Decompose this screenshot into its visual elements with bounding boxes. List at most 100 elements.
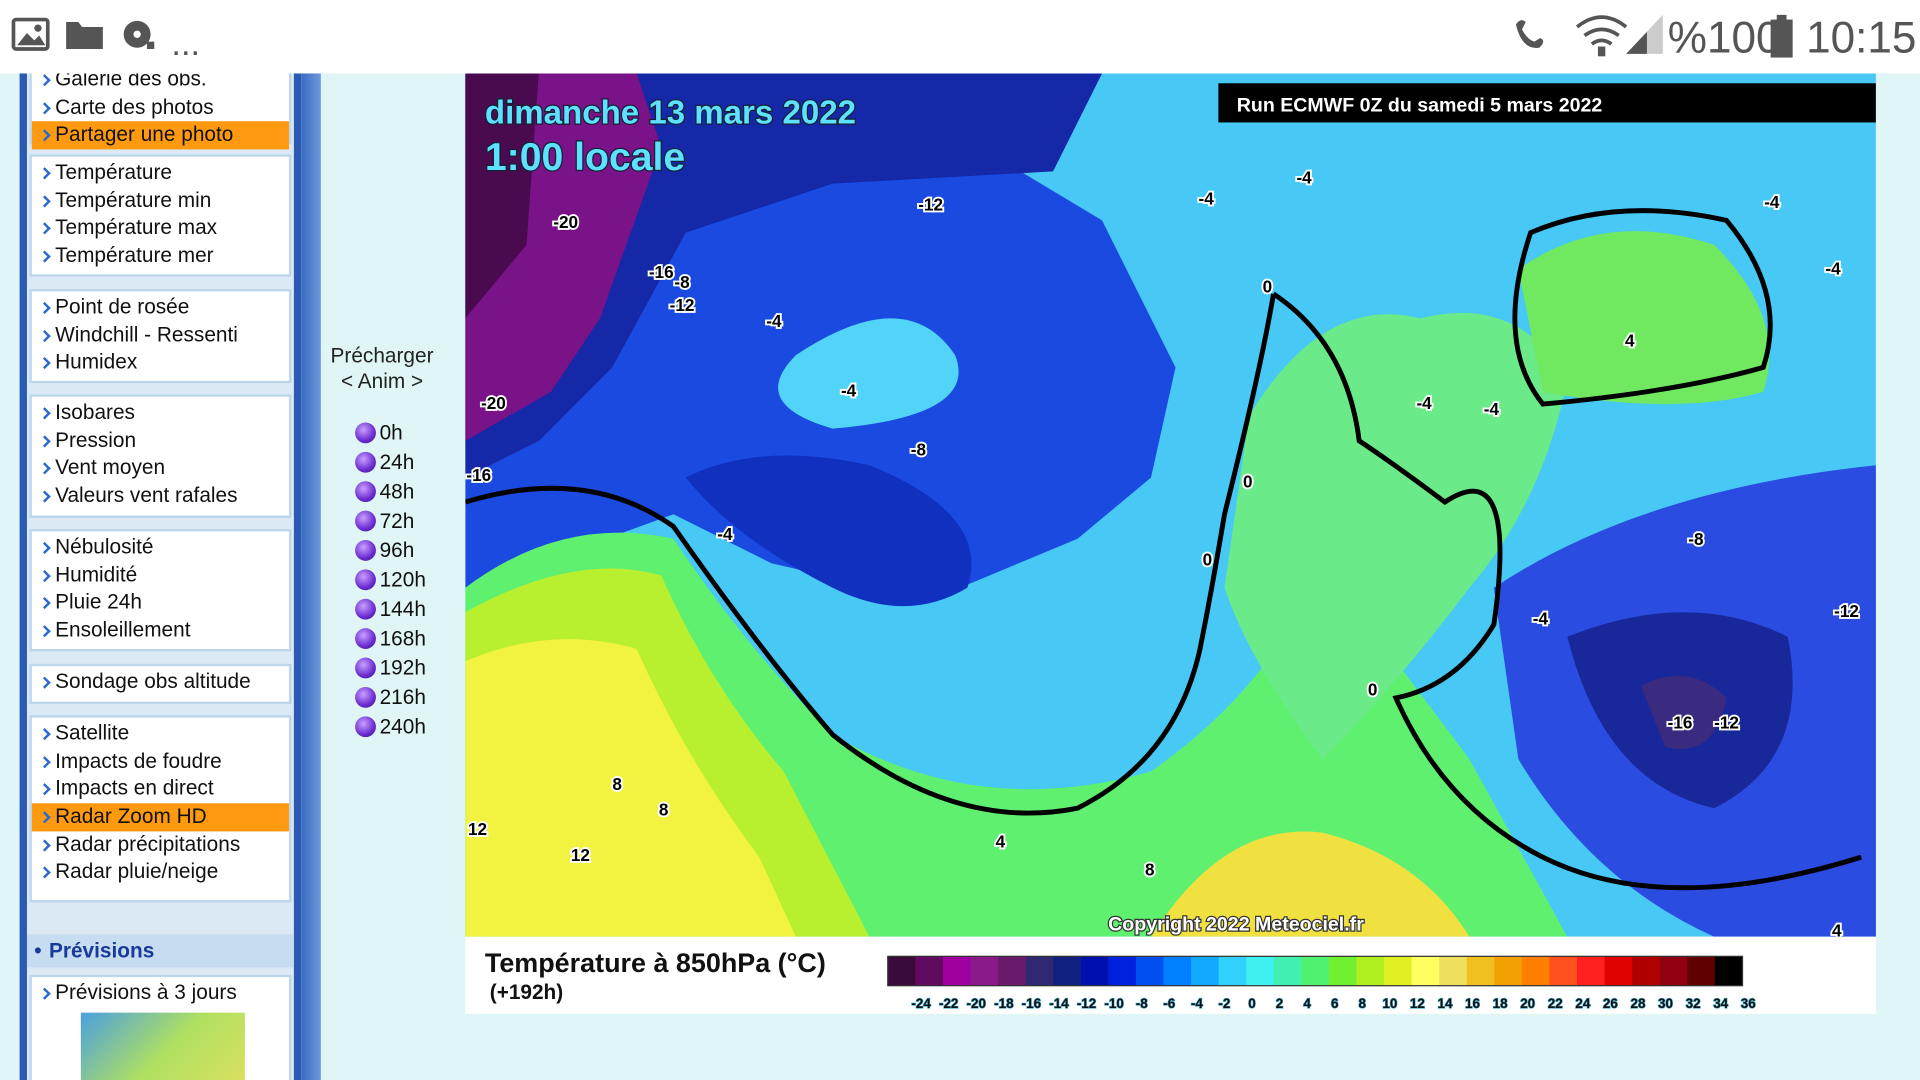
contour-label: 8 [1145, 860, 1155, 880]
hour-link[interactable]: 216h [379, 685, 426, 709]
colorbar-swatch [1191, 956, 1220, 986]
menu-item[interactable]: Carte des photos [32, 94, 289, 122]
menu-item[interactable]: Température mer [32, 243, 289, 271]
colorbar-label: 14 [1437, 996, 1452, 1011]
contour-label: -20 [553, 212, 578, 232]
hour-dot[interactable] [355, 481, 376, 503]
colorbar-label: 16 [1465, 996, 1480, 1011]
hour-dot[interactable] [355, 451, 376, 473]
map-labels: -20-12-16 -8-12-4-4-8-20-16-4-4-4-4-404-4… [465, 166, 1860, 937]
colorbar-label: -14 [1049, 996, 1069, 1011]
status-icons: ... [11, 17, 200, 63]
colorbar-swatch [1356, 956, 1385, 986]
hour-link[interactable]: 24h [379, 450, 415, 474]
hour-link[interactable]: 144h [379, 597, 426, 621]
hour-dot[interactable] [355, 510, 376, 532]
more-icon[interactable]: ... [171, 25, 200, 63]
hour-dot[interactable] [355, 628, 376, 649]
menu-item[interactable]: Température min [32, 187, 289, 215]
hour-dot[interactable] [355, 422, 376, 444]
anim-control[interactable]: < Anim > [340, 369, 424, 394]
colorbar-label: 18 [1493, 996, 1508, 1011]
section-title[interactable]: Prévisions [26, 934, 294, 968]
colorbar-label: -8 [1136, 996, 1148, 1011]
hour-link[interactable]: 96h [379, 538, 415, 563]
hour-link[interactable]: 240h [379, 715, 426, 739]
menu-item[interactable]: Prévisions à 3 jours [32, 980, 289, 1008]
contour-label: -8 [1688, 529, 1703, 549]
menu-item[interactable]: Partager une photo [31, 121, 289, 150]
colorbar-label: 8 [1359, 996, 1367, 1011]
colorbar-swatch [1466, 956, 1495, 986]
menu-item[interactable]: Valeurs vent rafales [32, 483, 289, 511]
colorbar-swatch [1246, 956, 1275, 986]
menu-item[interactable]: Isobares [32, 399, 289, 427]
hour-dot[interactable] [355, 540, 376, 561]
hour-dot[interactable] [355, 657, 376, 679]
colorbar-swatch [1080, 956, 1109, 986]
menu-item[interactable]: Galerie des obs. [32, 73, 289, 93]
menu-item[interactable]: Windchill - Ressenti [32, 322, 289, 350]
clock: 10:15 [1806, 12, 1917, 63]
hour-dot[interactable] [355, 598, 376, 620]
colorbar-swatch [915, 956, 944, 986]
hour-link[interactable]: 48h [379, 480, 415, 504]
colorbar-label: 4 [1303, 996, 1311, 1011]
hour-link[interactable]: 72h [379, 509, 415, 533]
status-bar: ... %100 10:15 [0, 0, 1920, 74]
menu-group: Point de rosée Windchill - Ressenti Humide… [29, 288, 292, 384]
run-banner [1218, 83, 1876, 123]
colorbar-swatch [1053, 956, 1082, 986]
hour-link[interactable]: 168h [379, 626, 426, 651]
colorbar-swatch [1273, 956, 1302, 986]
contour-label: -12 [1714, 713, 1739, 733]
menu-item[interactable]: Température max [32, 215, 289, 243]
menu-item[interactable]: Radar pluie/neige [32, 859, 289, 887]
colorbar-label: 36 [1741, 996, 1756, 1011]
hour-dot[interactable] [355, 686, 376, 708]
colorbar-swatch [1411, 956, 1440, 986]
colorbar-swatch [1384, 956, 1413, 986]
colorbar-label: 12 [1410, 996, 1425, 1011]
colorbar-swatch [1108, 956, 1137, 986]
menu-item[interactable]: Vent moyen [32, 455, 289, 483]
colorbar-label: -2 [1218, 996, 1230, 1011]
menu-group: Sondage obs altitude [29, 663, 292, 705]
hour-dot[interactable] [355, 716, 376, 738]
menu-item[interactable]: Radar précipitations [32, 831, 289, 859]
colorbar-swatch [887, 956, 916, 986]
contour-label: 0 [1203, 550, 1213, 570]
menu-item[interactable]: Ensoleillement [32, 617, 289, 645]
contour-label: -8 [674, 272, 689, 292]
contour-label: -16 [649, 262, 674, 282]
menu-item[interactable]: Température [32, 159, 289, 187]
caption-subtitle: (+192h) [490, 981, 563, 1004]
menu-item[interactable]: Point de rosée [32, 294, 289, 322]
forecast-thumbnail[interactable] [80, 1012, 245, 1080]
menu-item[interactable]: Pression [32, 427, 289, 455]
hour-link[interactable]: 0h [379, 421, 403, 445]
contour-label: -4 [1296, 168, 1312, 188]
sidebar-edge [301, 73, 321, 1080]
hour-link[interactable]: 192h [379, 656, 426, 680]
hour-link[interactable]: 120h [379, 568, 426, 592]
hour-dot[interactable] [355, 569, 376, 591]
colorbar-swatch [942, 956, 972, 986]
contour-label: 0 [1263, 277, 1273, 297]
menu-item[interactable]: Humidex [32, 349, 289, 377]
menu-item[interactable]: Pluie 24h [32, 589, 289, 617]
colorbar-label: -6 [1163, 996, 1175, 1011]
menu-item[interactable]: Satellite [32, 720, 289, 748]
menu-item[interactable]: Impacts en direct [32, 776, 289, 804]
menu-item[interactable]: Sondage obs altitude [32, 669, 289, 697]
colorbar-swatch [1439, 956, 1468, 986]
contour-label: -4 [1764, 192, 1780, 212]
menu-item[interactable]: Nébulosité [32, 534, 289, 562]
contour-label: -8 [911, 440, 926, 460]
menu-item[interactable]: Humidité [32, 562, 289, 590]
menu-item[interactable]: Impacts de foudre [32, 748, 289, 776]
status-right-icons [1515, 14, 1663, 57]
colorbar-swatch [1494, 956, 1523, 986]
menu-item[interactable]: Radar Zoom HD [31, 803, 289, 832]
